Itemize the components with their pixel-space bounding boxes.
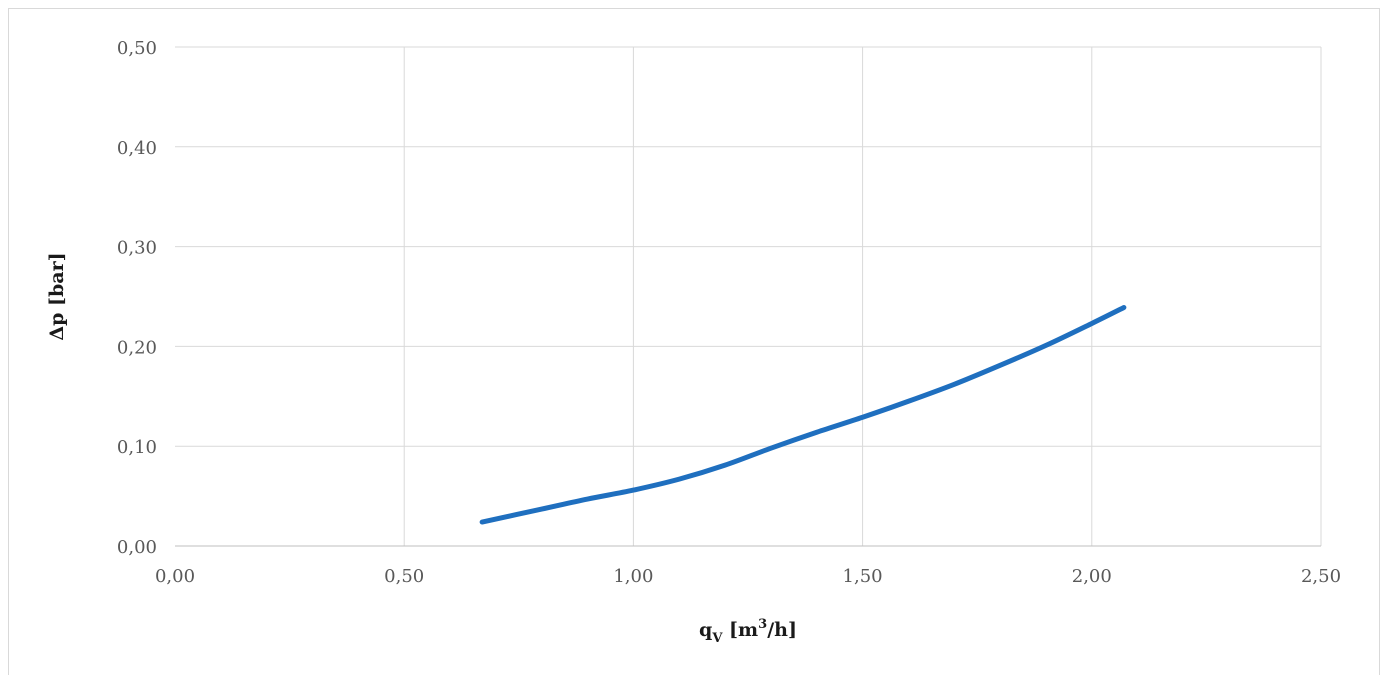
x-axis-title-superscript: 3 bbox=[758, 617, 767, 632]
series bbox=[479, 304, 1127, 525]
x-axis-title-unit-prefix: [m bbox=[722, 619, 758, 641]
x-tick-label-3: 1,50 bbox=[843, 566, 883, 587]
gridlines bbox=[175, 46, 1322, 546]
series-line-0 bbox=[479, 304, 1127, 525]
pressure-drop-chart: 0,00 0,10 0,20 0,30 0,40 0,50 0,00 0,50 1,00 1,50… bbox=[46, 38, 1341, 646]
y-tick-label-1: 0,10 bbox=[117, 437, 157, 458]
tick-labels: 0,00 0,10 0,20 0,30 0,40 0,50 0,00 0,50 1,00 1,50… bbox=[117, 38, 1341, 587]
y-tick-label-2: 0,20 bbox=[117, 337, 157, 358]
x-tick-label-1: 0,50 bbox=[384, 566, 424, 587]
x-axis-title-subscript: V bbox=[711, 631, 723, 646]
x-axis-title: qV [m3/h] bbox=[699, 617, 797, 646]
y-axis-title: Δp [bar] bbox=[46, 252, 68, 340]
x-tick-label-0: 0,00 bbox=[155, 566, 195, 587]
x-axis-title-main: q bbox=[699, 619, 712, 641]
y-tick-label-4: 0,40 bbox=[117, 138, 157, 159]
chart-frame: 0,00 0,10 0,20 0,30 0,40 0,50 0,00 0,50 1,00 1,50… bbox=[8, 8, 1380, 675]
x-tick-label-5: 2,50 bbox=[1301, 566, 1341, 587]
x-tick-label-4: 2,00 bbox=[1072, 566, 1112, 587]
x-axis-title-unit-suffix: /h] bbox=[767, 619, 797, 641]
y-tick-label-3: 0,30 bbox=[117, 238, 157, 259]
y-tick-label-5: 0,50 bbox=[117, 38, 157, 59]
y-tick-label-0: 0,00 bbox=[117, 537, 157, 558]
x-tick-label-2: 1,00 bbox=[613, 566, 653, 587]
